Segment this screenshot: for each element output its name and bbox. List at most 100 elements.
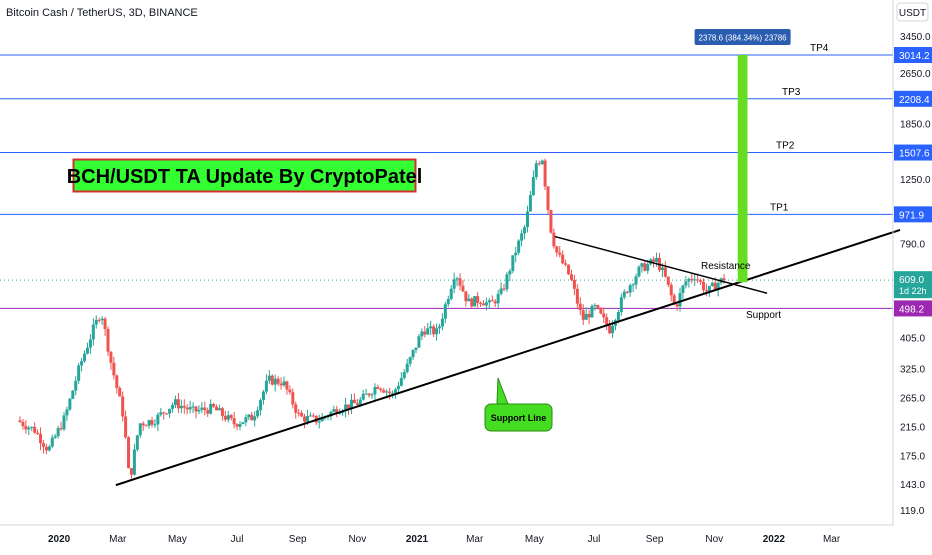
time-axis[interactable]: 2020 Mar May Jul Sep Nov 2021 Mar May Jul Sep Nov 20… [48,534,841,545]
candle-body [97,319,101,321]
candle-body [217,408,221,411]
candle-body [138,423,142,436]
candle-body [716,282,720,290]
support-trend-line[interactable] [115,228,901,487]
x-tick-label: 2022 [763,534,786,545]
candle-body [464,291,468,302]
candle-body [300,412,304,417]
candle-body [317,421,321,423]
support-line-callout[interactable] [484,403,553,432]
candle-body [634,276,638,285]
candle-body [250,414,254,421]
candle-body [247,414,251,418]
candle-body [18,420,22,423]
candle-body [200,407,204,410]
resistance-trend-line[interactable] [554,235,768,294]
x-tick-label: Sep [646,534,664,545]
x-tick-label: Mar [466,534,484,545]
candle-body [534,163,538,178]
candle-body [631,284,635,286]
candle-body [21,422,25,427]
x-tick-label: Jul [588,534,601,545]
candle-body [405,363,409,373]
candle-body [132,449,136,475]
candle-body [640,263,644,267]
candle-body [150,420,154,425]
currency-badge[interactable]: USDT [896,2,929,22]
candle-body [399,378,403,386]
candle-body [701,281,705,291]
candle-body [220,408,224,416]
candle-body [687,278,691,282]
candle-body [267,375,271,381]
chart-title: BCH/USDT TA Update By CryptoPatel [67,166,423,188]
level-price-badge [894,47,932,64]
price-axis[interactable]: 3450.0 2650.0 1850.0 1250.0 790.0 405.0 325.0 2… [900,32,931,517]
candle-body [473,296,477,307]
candle-body [279,383,283,386]
candle-body [261,391,265,401]
y-tick-label: 265.0 [900,393,925,404]
candle-body [182,405,186,408]
candle-body [446,298,450,305]
candle-body [564,263,568,265]
candle-body [373,386,377,395]
trend-lines: 2378.6 (384.34%) 23786 [115,29,901,487]
candle-body [127,437,131,469]
candle-body [144,425,148,427]
y-tick-label: 1250.0 [900,175,931,186]
candle-body [194,406,198,412]
candle-body [669,284,673,296]
candle-body [660,267,664,271]
candle-body [675,304,679,307]
x-tick-label: 2021 [406,534,429,545]
candle-body [229,415,233,419]
target-label: TP3 [782,87,801,98]
candle-body [455,278,459,280]
candle-body [587,314,591,318]
level-price-badge-label: 3014.2 [899,51,930,62]
candle-body [176,399,180,409]
candle-body [537,163,541,165]
candle-body [303,416,307,422]
price-axis-badges: 3014.2 2208.4 1507.6 971.9 498.2 609.01d 22h [894,47,932,317]
candle-body [402,372,406,379]
candle-body [173,399,177,405]
candle-body [555,246,559,253]
candle-body [100,318,104,321]
candle-body [584,314,588,320]
candle-body [493,301,497,304]
candle-body [347,404,351,409]
candle-body [206,410,210,414]
candle-body [625,291,629,293]
candle-body [291,392,295,405]
candle-body [558,252,562,255]
candle-body [590,305,594,318]
level-price-badge-label: 1507.6 [899,149,930,160]
candle-body [467,298,471,302]
candle-body [440,318,444,327]
candle-body [672,295,676,305]
y-tick-label: 405.0 [900,334,925,345]
candle-body [525,211,529,228]
candle-body [33,426,37,433]
currency-badge-label: USDT [899,8,926,19]
candle-body [68,398,72,410]
candle-body [24,426,28,430]
candle-body [241,422,245,424]
candle-body [663,267,667,277]
candle-body [226,415,230,420]
candle-body [273,378,277,385]
candle-body [256,410,260,417]
candle-body [88,339,92,348]
candle-body [358,399,362,405]
candle-body [628,285,632,293]
candle-body [420,331,424,337]
candle-body [684,281,688,286]
title-box[interactable] [72,158,417,193]
projection-bar[interactable] [737,55,748,283]
